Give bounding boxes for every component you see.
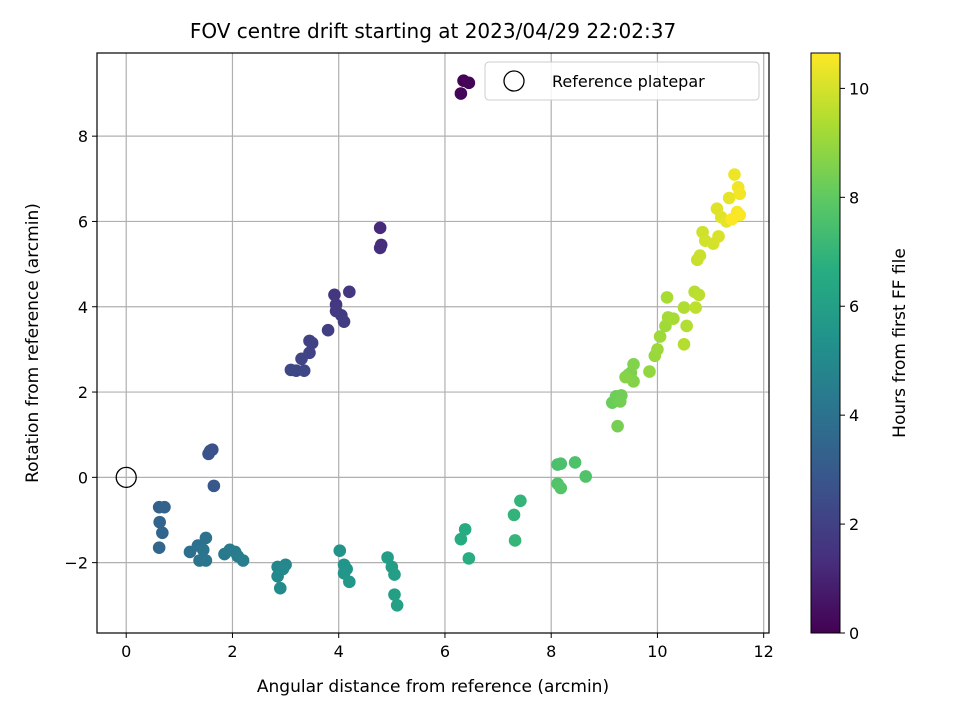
data-point [343,575,356,589]
grid [97,53,769,633]
chart-title: FOV centre drift starting at 2023/04/29 … [190,19,676,43]
data-point [207,479,221,493]
data-point [390,598,404,612]
data-point [554,457,568,470]
data-point [508,534,522,547]
data-point [619,370,632,384]
data-point [381,551,394,564]
colorbar-tick-label: 6 [849,297,859,316]
reference-marker [115,466,137,488]
y-tick-label: 4 [78,298,88,317]
plot-frame [96,52,770,634]
data-point [321,323,335,337]
y-tick-label: 0 [78,468,88,487]
data-point [554,481,568,495]
data-point [196,543,210,557]
data-point [653,330,667,343]
colorbar-tick-label: 8 [849,188,859,207]
y-tick-label: 6 [78,212,88,231]
data-point [611,419,624,433]
data-point [337,315,351,328]
colorbar-tick-label: 2 [849,515,859,534]
data-point [158,500,171,514]
colorbar: 0 2 4 6 8 10 Hours from first FF file [810,52,910,643]
legend-label-reference: Reference platepar [552,72,705,91]
data-point [373,221,387,235]
data-point [156,526,169,540]
data-point [305,336,319,350]
colorbar-tick-label: 10 [849,79,869,98]
colorbar-gradient [810,52,841,634]
data-point [152,541,166,555]
data-points [152,74,747,612]
data-point [725,213,739,226]
data-point [462,552,476,565]
data-point [462,76,476,90]
data-point [388,588,401,601]
x-tick-label: 2 [227,642,237,661]
data-point [677,301,691,314]
data-point [333,544,347,557]
data-point [680,319,693,333]
colorbar-label: Hours from first FF file [890,248,910,438]
x-tick-label: 12 [754,642,774,661]
data-point [728,168,741,181]
x-axis-ticks: 0 2 4 6 8 10 12 [121,633,774,661]
y-axis-ticks: −2 0 2 4 6 8 [64,127,97,573]
legend-box [484,61,760,101]
data-point [343,285,356,299]
data-point [722,191,736,205]
data-point [373,241,387,255]
data-point [643,365,656,378]
data-point [297,364,311,378]
data-point [202,447,215,461]
data-point [284,363,298,377]
data-point [388,568,401,581]
data-point [692,288,706,302]
data-point [199,554,213,567]
data-point [328,288,341,302]
data-point [660,291,674,304]
data-point [667,312,680,325]
y-tick-label: −2 [64,554,88,573]
x-tick-label: 0 [121,642,131,661]
legend-marker-reference [503,70,525,92]
y-tick-label: 2 [78,383,88,402]
y-tick-label: 8 [78,127,88,146]
data-point [733,187,747,201]
colorbar-tick-label: 4 [849,406,859,425]
data-point [458,523,472,536]
data-point [454,87,468,100]
data-point [514,494,527,508]
x-axis-label: Angular distance from reference (arcmin) [257,677,609,697]
data-point [199,531,213,545]
data-point [271,569,284,583]
data-point [677,337,691,351]
x-tick-label: 4 [334,642,344,661]
data-point [153,515,166,529]
data-point [579,470,593,483]
data-point [273,581,287,595]
data-point [295,352,308,366]
reference-point-marker [115,466,137,488]
legend: Reference platepar [484,61,760,101]
x-tick-label: 6 [440,642,450,661]
data-point [454,532,468,546]
data-point [689,301,702,314]
y-axis-label: Rotation from reference (arcmin) [23,203,43,483]
data-point [613,395,627,408]
colorbar-ticks: 0 2 4 6 8 10 [840,79,869,643]
data-point [712,230,725,243]
data-point [568,456,582,469]
data-point [236,554,250,567]
x-tick-label: 8 [546,642,556,661]
colorbar-tick-label: 0 [849,624,859,643]
data-point [693,249,707,262]
data-point [507,508,521,522]
data-point [651,343,664,356]
data-point [627,358,640,371]
x-tick-label: 10 [647,642,667,661]
